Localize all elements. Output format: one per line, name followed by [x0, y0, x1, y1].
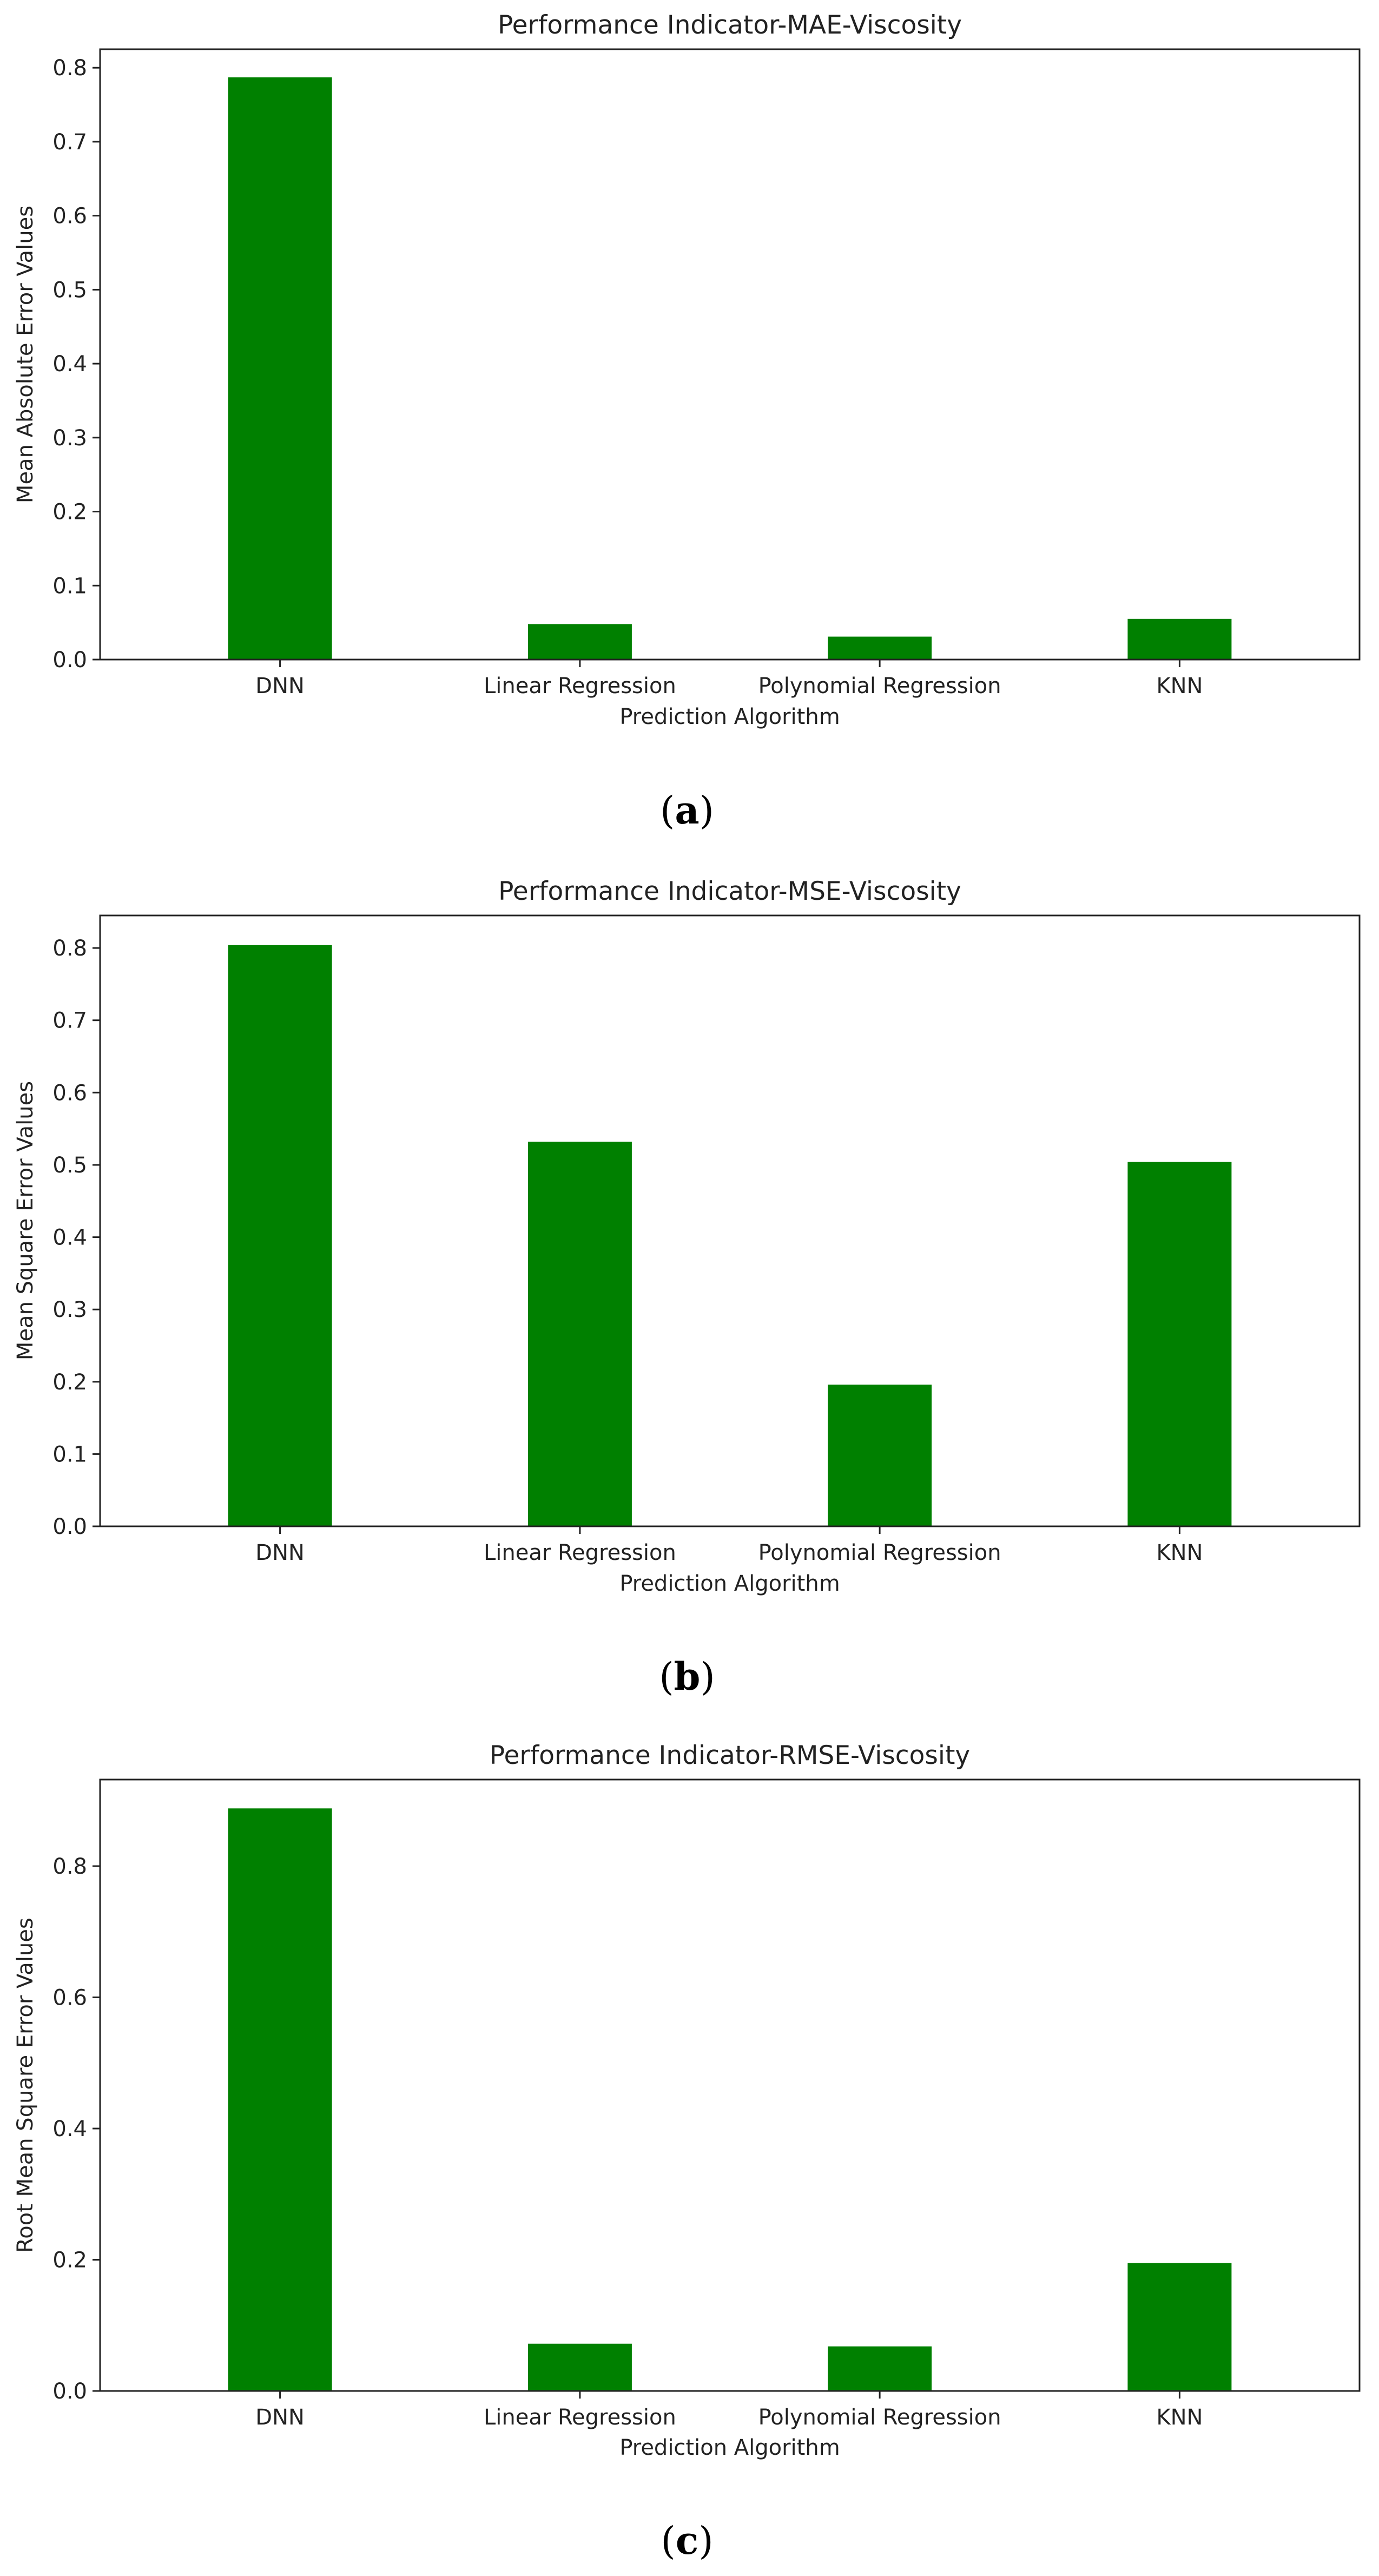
bar-group	[228, 945, 1232, 1526]
y-axis-label: Root Mean Square Error Values	[13, 1918, 38, 2252]
y-tick-label: 0.8	[52, 1854, 87, 1879]
y-axis-ticks: 0.0 0.1 0.2 0.3 0.4 0.5 0.6 0.7 0.8	[52, 56, 100, 673]
bar-polynomial-regression	[828, 1385, 932, 1526]
x-axis-label: Prediction Algorithm	[619, 704, 840, 729]
bar-linear-regression	[527, 2343, 632, 2391]
caption-close-paren: )	[698, 2519, 713, 2563]
y-tick-label: 0.3	[52, 1297, 87, 1322]
x-tick-label-linear-regression: Linear Regression	[484, 674, 676, 699]
x-tick-label-linear-regression: Linear Regression	[484, 2405, 676, 2430]
bar-dnn	[228, 1808, 332, 2391]
bar-knn	[1127, 618, 1232, 660]
panel-caption: (c)	[661, 2518, 713, 2563]
caption-letter: a	[675, 788, 699, 833]
x-axis-ticks: DNN Linear Regression Polynomial Regressio…	[255, 2391, 1203, 2430]
x-tick-label-polynomial-regression: Polynomial Regression	[758, 1540, 1001, 1565]
x-tick-label-knn: KNN	[1156, 2405, 1203, 2430]
x-tick-label-linear-regression: Linear Regression	[484, 1540, 676, 1565]
x-axis-ticks: DNN Linear Regression Polynomial Regressio…	[255, 1526, 1203, 1565]
bar-linear-regression	[527, 1142, 632, 1526]
x-axis-label: Prediction Algorithm	[619, 2435, 840, 2460]
y-axis-ticks: 0.0 0.1 0.2 0.3 0.4 0.5 0.6 0.7 0.8	[52, 936, 100, 1539]
chart-title: Performance Indicator-MSE-Viscosity	[498, 877, 961, 906]
caption-letter: c	[676, 2518, 699, 2563]
y-tick-label: 0.8	[52, 56, 87, 81]
bar-polynomial-regression	[828, 636, 932, 660]
caption-letter: b	[674, 1654, 701, 1699]
bar-group	[228, 1808, 1232, 2391]
bar-group	[228, 77, 1232, 660]
y-tick-label: 0.8	[52, 936, 87, 961]
caption-open-paren: (	[661, 2519, 675, 2563]
plot-frame	[99, 914, 1361, 1527]
y-tick-label: 0.0	[52, 1514, 87, 1539]
chart-panel-a: Performance Indicator-MAE-Viscosity 0.00…	[13, 10, 1361, 833]
y-tick-label: 0.4	[52, 352, 87, 377]
panel-caption: (b)	[659, 1654, 715, 1699]
y-tick-label: 0.6	[52, 204, 87, 229]
y-tick-label: 0.5	[52, 1153, 87, 1178]
y-tick-label: 0.1	[52, 1442, 87, 1467]
y-tick-label: 0.3	[52, 426, 87, 451]
x-tick-label-knn: KNN	[1156, 674, 1203, 699]
y-tick-label: 0.5	[52, 278, 87, 302]
chart-panel-b: Performance Indicator-MSE-Viscosity 0.00…	[13, 877, 1361, 1699]
y-tick-label: 0.0	[52, 2379, 87, 2404]
y-axis-label: Mean Absolute Error Values	[13, 206, 38, 503]
x-tick-label-polynomial-regression: Polynomial Regression	[758, 674, 1001, 699]
plot-frame	[99, 48, 1361, 661]
chart-panel-c: Performance Indicator-RMSE-Viscosity 0.0…	[13, 1741, 1361, 2563]
y-tick-label: 0.0	[52, 648, 87, 673]
y-tick-label: 0.2	[52, 1370, 87, 1395]
y-tick-label: 0.2	[52, 2248, 87, 2273]
panel-caption: (a)	[660, 788, 714, 833]
bar-linear-regression	[527, 624, 632, 660]
y-axis-label: Mean Square Error Values	[13, 1081, 38, 1360]
chart-title: Performance Indicator-RMSE-Viscosity	[490, 1741, 970, 1770]
caption-close-paren: )	[700, 788, 714, 833]
y-tick-label: 0.6	[52, 1081, 87, 1105]
x-axis-ticks: DNN Linear Regression Polynomial Regressio…	[255, 660, 1203, 699]
x-tick-label-dnn: DNN	[255, 674, 305, 699]
y-tick-label: 0.7	[52, 130, 87, 155]
bar-dnn	[228, 945, 332, 1526]
y-tick-label: 0.4	[52, 2117, 87, 2142]
caption-close-paren: )	[700, 1655, 715, 1699]
plot-frame	[99, 1778, 1361, 2392]
y-axis-ticks: 0.0 0.2 0.4 0.6 0.8	[52, 1854, 100, 2404]
bar-knn	[1127, 1162, 1232, 1526]
y-tick-label: 0.6	[52, 1986, 87, 2011]
y-tick-label: 0.2	[52, 500, 87, 525]
caption-open-paren: (	[660, 788, 675, 833]
x-axis-label: Prediction Algorithm	[619, 1571, 840, 1596]
x-tick-label-dnn: DNN	[255, 2405, 305, 2430]
x-tick-label-knn: KNN	[1156, 1540, 1203, 1565]
bar-polynomial-regression	[828, 2346, 932, 2391]
caption-open-paren: (	[659, 1655, 674, 1699]
bar-knn	[1127, 2263, 1232, 2391]
y-tick-label: 0.1	[52, 574, 87, 598]
x-tick-label-polynomial-regression: Polynomial Regression	[758, 2405, 1001, 2430]
x-tick-label-dnn: DNN	[255, 1540, 305, 1565]
bar-dnn	[228, 77, 332, 660]
y-tick-label: 0.4	[52, 1226, 87, 1250]
y-tick-label: 0.7	[52, 1009, 87, 1033]
chart-title: Performance Indicator-MAE-Viscosity	[498, 10, 962, 40]
